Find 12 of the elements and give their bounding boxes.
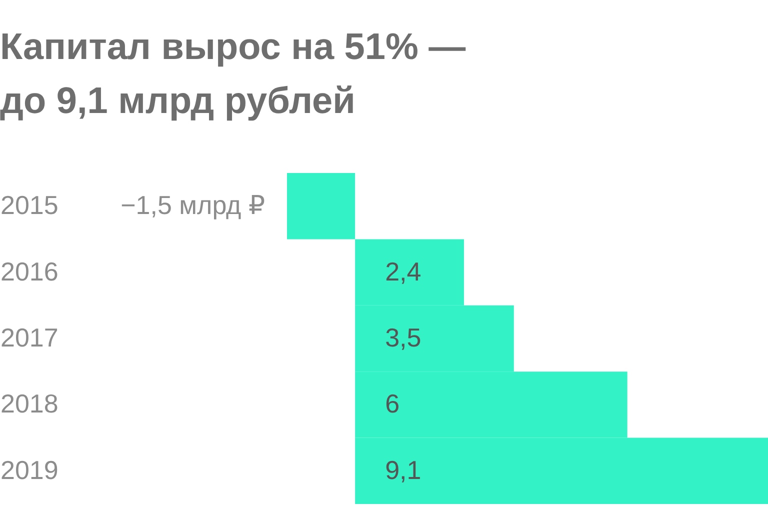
y-tick-label: 2017 xyxy=(0,322,58,352)
y-tick-label: 2019 xyxy=(0,454,58,485)
data-label: −1,5 млрд ₽ xyxy=(120,190,265,220)
y-tick-label: 2018 xyxy=(0,388,58,419)
chart-title: Капитал вырос на 51% — до 9,1 млрд рублей xyxy=(0,26,466,121)
data-label: 6 xyxy=(385,388,400,419)
bar xyxy=(287,173,356,240)
data-label: 9,1 xyxy=(385,454,422,485)
y-tick-label: 2016 xyxy=(0,256,58,286)
y-tick-label: 2015 xyxy=(0,190,58,220)
data-label: 3,5 xyxy=(385,322,422,352)
data-label: 2,4 xyxy=(385,256,422,286)
